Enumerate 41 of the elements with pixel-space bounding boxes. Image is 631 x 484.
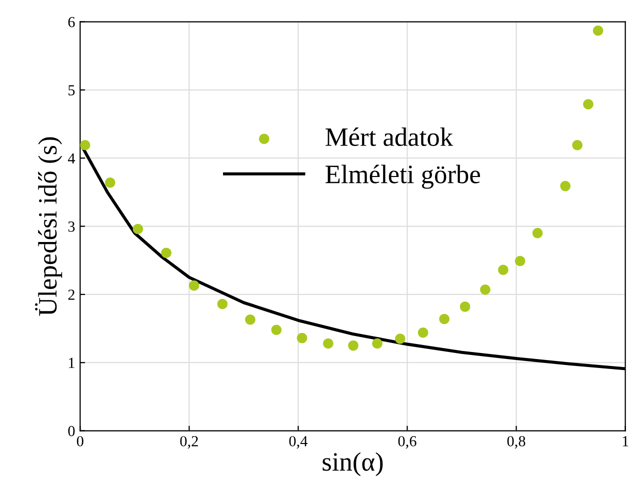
y-tick-label: 5: [68, 85, 75, 96]
x-tick-label: 0,4: [289, 436, 308, 449]
point: [296, 332, 308, 344]
point: [217, 298, 228, 310]
y-tick-label: 4: [68, 153, 76, 164]
point: [271, 324, 282, 336]
y-axis-title: Ülepedési idő (s): [35, 137, 62, 316]
point: [480, 284, 490, 295]
y-tick-label: 0: [68, 426, 75, 436]
point: [348, 340, 358, 351]
point: [372, 338, 382, 349]
point: [161, 248, 172, 258]
point: [418, 327, 428, 338]
point: [188, 280, 200, 291]
point: [395, 334, 406, 344]
point: [592, 25, 604, 36]
x-tick-label: 0,6: [398, 436, 416, 449]
point: [560, 180, 570, 192]
x-axis-title: sin(α): [322, 452, 383, 476]
point: [572, 140, 582, 150]
x-tick-label: 0,8: [507, 436, 526, 449]
point: [439, 314, 450, 324]
legend-label: Elméleti görbe: [326, 164, 480, 189]
point: [514, 256, 526, 266]
y-tick-label: 3: [68, 221, 75, 232]
point: [583, 99, 594, 110]
y-tick-label: 1: [68, 358, 74, 368]
x-tick-label: 0,2: [180, 436, 198, 449]
point: [460, 302, 470, 312]
x-tick-label: 0: [76, 436, 84, 446]
point: [104, 177, 116, 188]
y-tick-label: 6: [68, 16, 75, 28]
legend-label: Mért adatok: [326, 127, 454, 146]
point: [80, 140, 90, 150]
point: [323, 338, 334, 349]
point: [245, 314, 256, 325]
y-tick-label: 2: [68, 290, 74, 300]
point: [532, 228, 543, 238]
x-tick-label: 1: [622, 436, 628, 446]
point: [498, 264, 508, 276]
point: [132, 224, 144, 234]
